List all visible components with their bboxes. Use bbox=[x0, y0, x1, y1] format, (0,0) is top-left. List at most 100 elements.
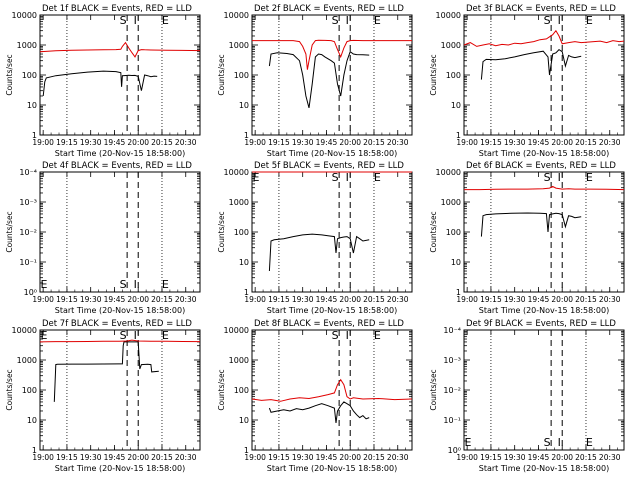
x-tick-label: 20:00 bbox=[339, 138, 361, 147]
panel-det-6: 1 10 100 1000 10000 19:00 19:15 19:30 19:45 20:00… bbox=[429, 161, 625, 315]
series-line-lld bbox=[252, 39, 412, 70]
y-tick-label: 10⁻³ bbox=[19, 198, 37, 207]
y-tick-label: 10⁻⁴ bbox=[19, 168, 37, 177]
marker-label-e: E bbox=[374, 14, 381, 27]
marker-label-s: S bbox=[120, 278, 127, 291]
marker-label-e: E bbox=[586, 436, 593, 449]
panel-title: Det 9f BLACK = Events, RED = LLD bbox=[466, 319, 616, 329]
marker-label-e-left: E bbox=[465, 436, 472, 449]
y-tick-label: 100 bbox=[234, 386, 249, 395]
x-axis-label: Start Time (20-Nov-15 18:58:00) bbox=[55, 149, 185, 158]
panel-det-1: 1 10 100 1000 10000 19:00 19:15 19:30 19:45 20:00… bbox=[5, 4, 201, 158]
y-tick-label: 10 bbox=[239, 416, 249, 425]
plot-frame bbox=[463, 14, 625, 136]
panel-title: Det 4f BLACK = Events, RED = LLD bbox=[42, 161, 192, 171]
y-axis-label: Counts/sec bbox=[429, 211, 438, 252]
marker-label-i: I bbox=[346, 14, 349, 27]
y-tick-label: 1000 bbox=[441, 41, 461, 50]
marker-label-i: I bbox=[558, 171, 561, 184]
y-tick-label: 1000 bbox=[229, 356, 249, 365]
x-tick-label: 19:00 bbox=[456, 453, 478, 462]
y-tick-label: 10 bbox=[451, 258, 461, 267]
x-tick-label: 20:30 bbox=[599, 295, 621, 304]
x-tick-label: 19:30 bbox=[504, 453, 526, 462]
plot-frame bbox=[463, 171, 625, 293]
x-tick-label: 20:00 bbox=[127, 453, 149, 462]
x-tick-label: 20:00 bbox=[127, 295, 149, 304]
y-tick-label: 1 bbox=[456, 131, 461, 140]
marker-label-i: I bbox=[134, 329, 137, 342]
y-tick-label: 1 bbox=[32, 446, 37, 455]
y-axis-label: Counts/sec bbox=[5, 54, 14, 95]
x-tick-label: 20:30 bbox=[175, 295, 197, 304]
y-tick-label: 1 bbox=[244, 288, 249, 297]
y-tick-label: 100 bbox=[234, 228, 249, 237]
x-tick-label: 19:00 bbox=[32, 295, 54, 304]
y-tick-label: 10 bbox=[27, 101, 37, 110]
x-tick-label: 20:30 bbox=[387, 138, 409, 147]
plot-frame bbox=[463, 329, 625, 451]
marker-label-s: S bbox=[544, 14, 551, 27]
y-tick-label: 10⁻³ bbox=[443, 356, 461, 365]
x-tick-label: 19:30 bbox=[292, 453, 314, 462]
x-tick-label: 19:00 bbox=[456, 138, 478, 147]
series-line-lld bbox=[464, 185, 625, 191]
y-tick-label: 10000 bbox=[12, 11, 37, 20]
y-tick-label: 1000 bbox=[17, 356, 37, 365]
y-tick-label: 1 bbox=[244, 446, 249, 455]
x-axis-label: Start Time (20-Nov-15 18:58:00) bbox=[267, 149, 397, 158]
x-tick-label: 19:15 bbox=[56, 295, 78, 304]
y-tick-label: 100 bbox=[446, 71, 461, 80]
y-axis-label: Counts/sec bbox=[5, 211, 14, 252]
y-tick-label: 10⁻⁴ bbox=[443, 326, 461, 335]
y-axis-label: Counts/sec bbox=[217, 369, 226, 410]
x-tick-label: 19:15 bbox=[268, 138, 290, 147]
x-tick-label: 19:00 bbox=[244, 453, 266, 462]
x-axis-label: Start Time (20-Nov-15 18:58:00) bbox=[479, 149, 609, 158]
y-tick-label: 10⁻¹ bbox=[443, 416, 461, 425]
x-tick-label: 20:15 bbox=[151, 295, 173, 304]
marker-label-e: E bbox=[586, 14, 593, 27]
y-tick-label: 10⁻¹ bbox=[19, 258, 37, 267]
x-axis-label: Start Time (20-Nov-15 18:58:00) bbox=[267, 306, 397, 315]
x-tick-label: 19:45 bbox=[528, 138, 550, 147]
x-axis-label: Start Time (20-Nov-15 18:58:00) bbox=[479, 306, 609, 315]
y-tick-label: 10000 bbox=[224, 326, 249, 335]
panel-title: Det 6f BLACK = Events, RED = LLD bbox=[466, 161, 616, 171]
x-tick-label: 20:30 bbox=[387, 295, 409, 304]
panel-det-8: 1 10 100 1000 10000 19:00 19:15 19:30 19:45 20:00… bbox=[217, 319, 413, 473]
x-axis-label: Start Time (20-Nov-15 18:58:00) bbox=[55, 306, 185, 315]
y-tick-label: 100 bbox=[446, 228, 461, 237]
marker-label-s: S bbox=[332, 329, 339, 342]
marker-label-e: E bbox=[162, 329, 169, 342]
y-tick-label: 1 bbox=[244, 131, 249, 140]
panel-title: Det 1f BLACK = Events, RED = LLD bbox=[42, 4, 192, 14]
panel-det-7: 1 10 100 1000 10000 19:00 19:15 19:30 19:45 20:00… bbox=[5, 319, 201, 473]
x-tick-label: 19:45 bbox=[104, 453, 126, 462]
x-tick-label: 19:00 bbox=[32, 453, 54, 462]
panel-title: Det 2f BLACK = Events, RED = LLD bbox=[254, 4, 404, 14]
marker-label-i: I bbox=[346, 329, 349, 342]
x-tick-label: 19:30 bbox=[80, 138, 102, 147]
marker-label-s: S bbox=[544, 436, 551, 449]
series-line-lld bbox=[39, 41, 201, 58]
plot-frame bbox=[251, 329, 413, 451]
series-line-events bbox=[268, 50, 370, 109]
series-line-lld bbox=[251, 378, 413, 402]
x-axis-label: Start Time (20-Nov-15 18:58:00) bbox=[55, 464, 185, 473]
y-tick-label: 100 bbox=[22, 71, 37, 80]
x-tick-label: 19:30 bbox=[80, 295, 102, 304]
y-axis-label: Counts/sec bbox=[5, 369, 14, 410]
y-tick-label: 10000 bbox=[224, 168, 249, 177]
x-tick-label: 19:15 bbox=[480, 453, 502, 462]
x-tick-label: 19:30 bbox=[292, 295, 314, 304]
y-tick-label: 10⁰ bbox=[24, 288, 37, 297]
marker-label-i: I bbox=[558, 14, 561, 27]
x-axis-label: Start Time (20-Nov-15 18:58:00) bbox=[479, 464, 609, 473]
y-axis-label: Counts/sec bbox=[429, 54, 438, 95]
y-tick-label: 1 bbox=[456, 288, 461, 297]
panel-title: Det 5f BLACK = Events, RED = LLD bbox=[254, 161, 404, 171]
series-line-events bbox=[268, 401, 370, 423]
x-tick-label: 19:15 bbox=[268, 453, 290, 462]
